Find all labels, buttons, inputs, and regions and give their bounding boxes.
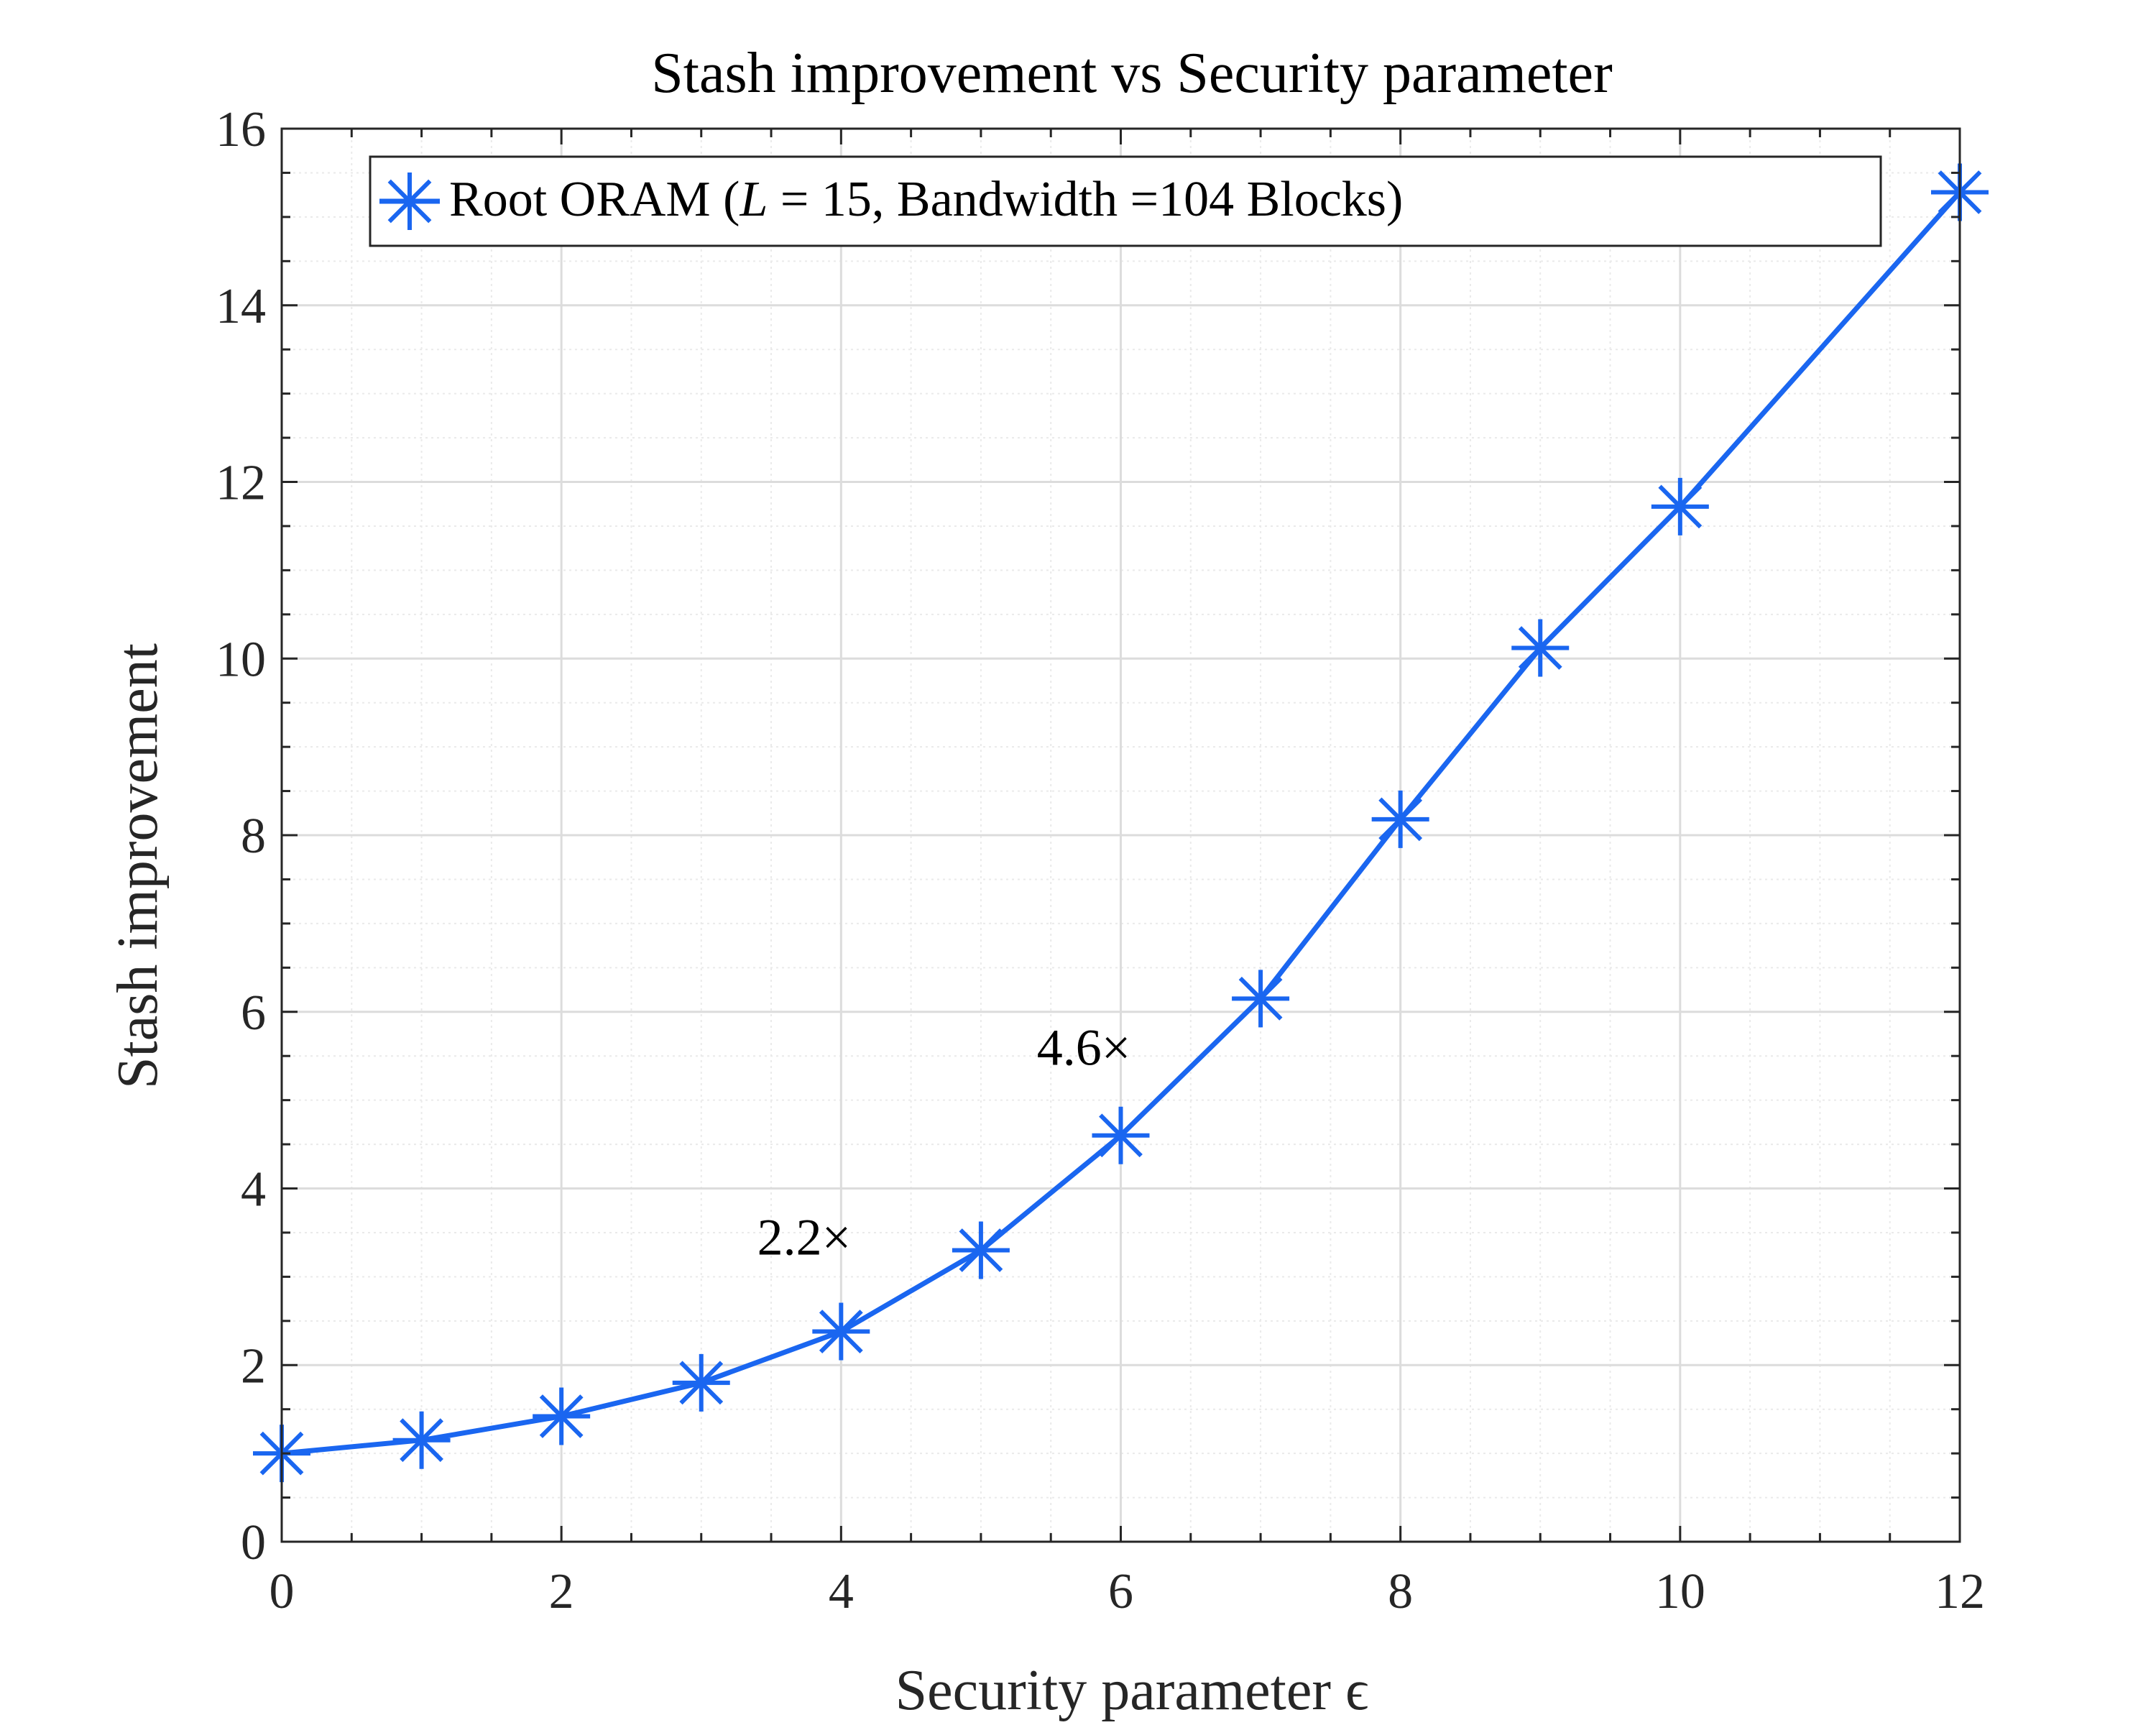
x-tick-label: 2 bbox=[549, 1564, 574, 1619]
legend: Root ORAM (L = 15, Bandwidth =104 Blocks… bbox=[369, 155, 1882, 247]
legend-label-prefix: Root ORAM ( bbox=[449, 172, 740, 227]
y-tick-label: 4 bbox=[241, 1162, 266, 1218]
y-tick-label: 0 bbox=[241, 1515, 266, 1570]
data-point bbox=[812, 1302, 870, 1361]
chart-title: Stash improvement vs Security parameter bbox=[651, 42, 1612, 105]
y-tick-label: 8 bbox=[241, 809, 266, 864]
data-point bbox=[392, 1411, 451, 1469]
annotation-label: 2.2× bbox=[757, 1209, 852, 1266]
y-axis-label: Stash improvement bbox=[106, 643, 170, 1089]
x-tick-label: 4 bbox=[829, 1564, 854, 1619]
data-point bbox=[1232, 970, 1290, 1028]
y-tick-label: 14 bbox=[216, 279, 266, 334]
data-point bbox=[1511, 619, 1570, 677]
legend-series-marker bbox=[379, 172, 440, 230]
y-tick-label: 6 bbox=[241, 985, 266, 1041]
tick-labels: 0 2 4 6 8 10 12 0 2 4 6 8 10 12 14 16 bbox=[216, 102, 1985, 1619]
y-tick-label: 10 bbox=[216, 632, 266, 687]
x-tick-label: 10 bbox=[1655, 1564, 1705, 1619]
annotation-label: 4.6× bbox=[1037, 1018, 1131, 1076]
legend-asterisk bbox=[381, 172, 438, 230]
annotations: 2.2× 4.6× bbox=[757, 1018, 1131, 1266]
x-axis-label: Security parameter ϵ bbox=[895, 1659, 1369, 1722]
x-tick-label: 12 bbox=[1935, 1564, 1985, 1619]
data-point bbox=[533, 1387, 591, 1445]
x-tick-label: 0 bbox=[270, 1564, 295, 1619]
y-tick-label: 2 bbox=[241, 1338, 266, 1394]
data-point bbox=[1371, 790, 1429, 848]
data-point bbox=[952, 1221, 1010, 1279]
data-point bbox=[1092, 1106, 1150, 1164]
y-tick-label: 16 bbox=[216, 102, 266, 157]
x-tick-label: 8 bbox=[1388, 1564, 1413, 1619]
legend-series-label: Root ORAM (L = 15, Bandwidth =104 Blocks… bbox=[449, 172, 1403, 227]
legend-label-variable: L bbox=[739, 172, 768, 227]
legend-label-rest: = 15, Bandwidth =104 Blocks) bbox=[768, 172, 1403, 227]
data-point bbox=[672, 1353, 730, 1412]
y-tick-label: 12 bbox=[216, 456, 266, 511]
data-point bbox=[1651, 477, 1709, 535]
x-tick-label: 6 bbox=[1108, 1564, 1133, 1619]
axes bbox=[280, 127, 1961, 1543]
legend-box bbox=[369, 155, 1882, 247]
series-line bbox=[281, 190, 1962, 1456]
